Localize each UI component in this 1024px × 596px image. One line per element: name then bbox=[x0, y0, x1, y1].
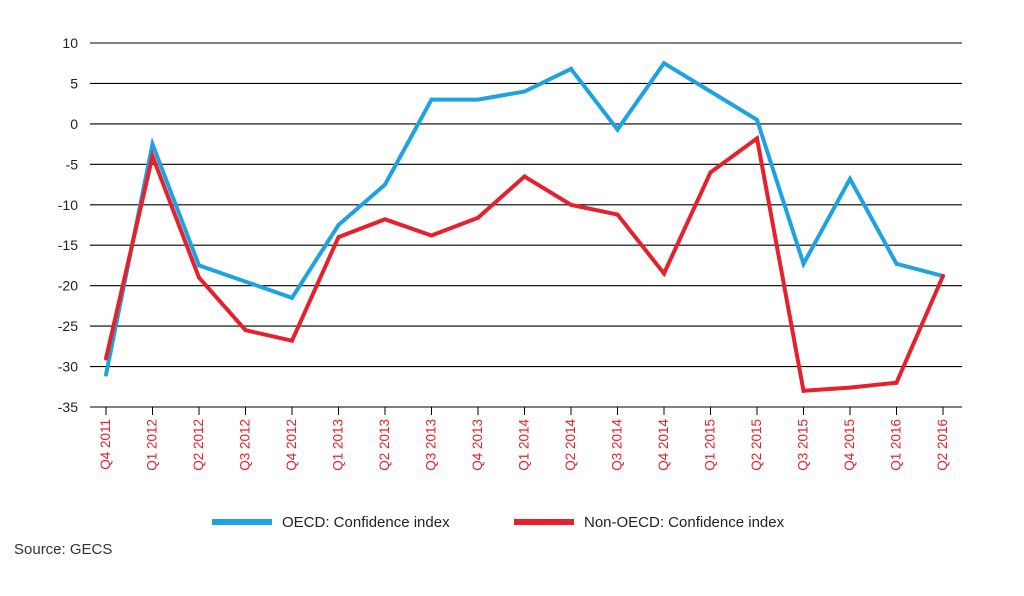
data-point bbox=[104, 356, 108, 361]
source-note: Source: GECS bbox=[14, 541, 113, 558]
x-tick-label: Q2 2014 bbox=[563, 419, 578, 471]
data-point bbox=[801, 388, 806, 393]
x-axis-tick-labels: Q4 2011 Q1 2012 Q2 2012 Q3 2012 Q4 2012 Q1 20… bbox=[98, 407, 950, 471]
x-tick-label: Q4 2012 bbox=[284, 419, 299, 471]
data-point bbox=[150, 142, 155, 147]
data-point bbox=[941, 273, 945, 278]
x-tick-label: Q2 2013 bbox=[377, 419, 392, 471]
data-point bbox=[662, 61, 666, 66]
data-point bbox=[429, 233, 434, 238]
data-point bbox=[848, 176, 852, 181]
data-point bbox=[522, 89, 527, 94]
y-tick-label: -15 bbox=[58, 237, 78, 253]
data-point bbox=[755, 117, 759, 122]
y-tick-label: 0 bbox=[70, 116, 78, 132]
data-point bbox=[197, 275, 201, 280]
data-point bbox=[383, 182, 387, 187]
data-point bbox=[569, 202, 573, 207]
data-series bbox=[104, 60, 945, 393]
x-tick-label: Q2 2016 bbox=[935, 419, 950, 471]
data-point bbox=[848, 385, 852, 390]
y-tick-label: -25 bbox=[58, 318, 78, 334]
data-point bbox=[894, 261, 899, 266]
series-oecd bbox=[104, 60, 945, 377]
legend-label: OECD: Confidence index bbox=[282, 514, 450, 531]
legend-item-non-oecd: Non-OECD: Confidence index bbox=[514, 514, 785, 531]
y-tick-label: 10 bbox=[62, 35, 78, 51]
x-tick-label: Q4 2011 bbox=[98, 419, 113, 470]
legend-label: Non-OECD: Confidence index bbox=[584, 514, 785, 531]
legend: OECD: Confidence index Non-OECD: Confiden… bbox=[212, 514, 785, 531]
data-point bbox=[290, 295, 294, 300]
data-point bbox=[336, 235, 341, 240]
data-point bbox=[429, 97, 434, 102]
data-point bbox=[197, 263, 201, 268]
y-tick-label: -20 bbox=[58, 278, 78, 294]
series-line bbox=[104, 60, 944, 375]
data-point bbox=[336, 223, 341, 227]
x-tick-label: Q1 2013 bbox=[331, 419, 346, 471]
grid-lines bbox=[90, 42, 962, 408]
x-tick-label: Q4 2013 bbox=[470, 419, 485, 471]
y-axis-tick-labels: 10 5 0 -5 -10 -15 -20 -25 -30 -35 bbox=[58, 35, 78, 415]
data-point bbox=[104, 372, 108, 377]
x-tick-label: Q1 2016 bbox=[889, 419, 904, 471]
legend-item-oecd: OECD: Confidence index bbox=[212, 514, 450, 531]
data-point bbox=[476, 97, 480, 102]
x-tick-label: Q2 2012 bbox=[191, 419, 206, 471]
x-tick-label: Q3 2014 bbox=[610, 419, 625, 471]
data-point bbox=[894, 380, 899, 385]
data-point bbox=[708, 170, 713, 175]
y-tick-label: -30 bbox=[58, 359, 78, 375]
data-point bbox=[290, 338, 294, 343]
data-point bbox=[383, 217, 387, 222]
data-point bbox=[615, 127, 620, 132]
x-tick-label: Q3 2012 bbox=[238, 419, 253, 471]
data-point bbox=[615, 212, 620, 217]
y-tick-label: -10 bbox=[58, 197, 78, 213]
y-tick-label: 5 bbox=[70, 75, 78, 91]
data-point bbox=[150, 154, 155, 159]
data-point bbox=[243, 328, 248, 333]
x-tick-label: Q4 2014 bbox=[656, 419, 671, 471]
data-point bbox=[243, 279, 248, 284]
y-tick-label: -5 bbox=[66, 156, 79, 172]
x-tick-label: Q1 2015 bbox=[703, 419, 718, 471]
x-tick-label: Q3 2013 bbox=[424, 419, 439, 471]
data-point bbox=[522, 174, 527, 179]
x-tick-label: Q4 2015 bbox=[842, 419, 857, 471]
x-tick-label: Q1 2014 bbox=[517, 419, 532, 471]
data-point bbox=[801, 261, 806, 266]
data-point bbox=[755, 136, 759, 141]
x-tick-label: Q2 2015 bbox=[749, 419, 764, 471]
x-tick-label: Q1 2012 bbox=[145, 419, 160, 471]
data-point bbox=[476, 215, 480, 220]
series-non-oecd bbox=[104, 134, 945, 393]
data-point bbox=[569, 66, 573, 71]
data-point bbox=[662, 271, 666, 276]
y-tick-label: -35 bbox=[58, 399, 78, 415]
data-point bbox=[708, 89, 713, 94]
x-tick-label: Q3 2015 bbox=[796, 419, 811, 471]
